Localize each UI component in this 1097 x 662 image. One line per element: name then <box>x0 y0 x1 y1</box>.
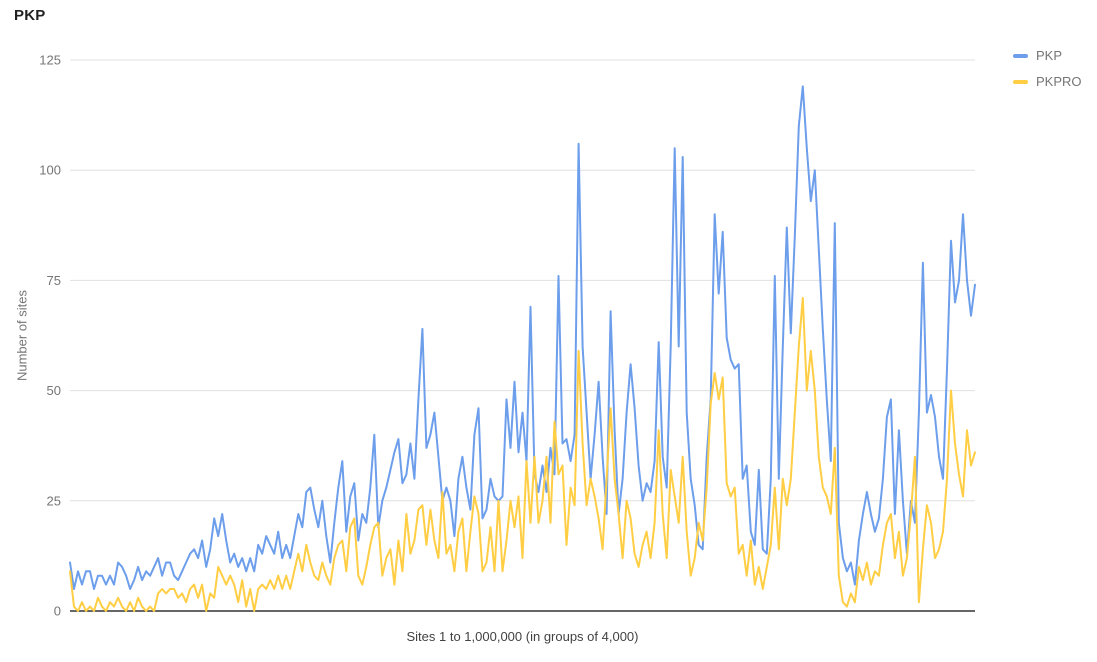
y-tick-label: 25 <box>47 493 61 508</box>
legend-item-pkpro[interactable]: PKPRO <box>1013 74 1082 89</box>
y-tick-label: 75 <box>47 273 61 288</box>
legend: PKP PKPRO <box>1013 48 1082 89</box>
legend-item-pkp[interactable]: PKP <box>1013 48 1082 63</box>
series-line-pkpro[interactable] <box>69 297 976 612</box>
legend-label-pkpro: PKPRO <box>1036 74 1082 89</box>
legend-label-pkp: PKP <box>1036 48 1063 63</box>
chart-title: PKP <box>14 7 46 24</box>
legend-swatch-pkp <box>1013 53 1028 58</box>
series-line-pkp[interactable] <box>69 85 976 590</box>
y-tick-label: 125 <box>39 53 61 68</box>
y-tick-label: 100 <box>39 163 61 178</box>
x-axis-title: Sites 1 to 1,000,000 (in groups of 4,000… <box>406 629 639 644</box>
y-tick-label: 50 <box>47 383 61 398</box>
y-axis-title: Number of sites <box>14 289 30 382</box>
y-tick-label: 0 <box>54 604 61 619</box>
legend-swatch-pkpro <box>1013 79 1028 84</box>
